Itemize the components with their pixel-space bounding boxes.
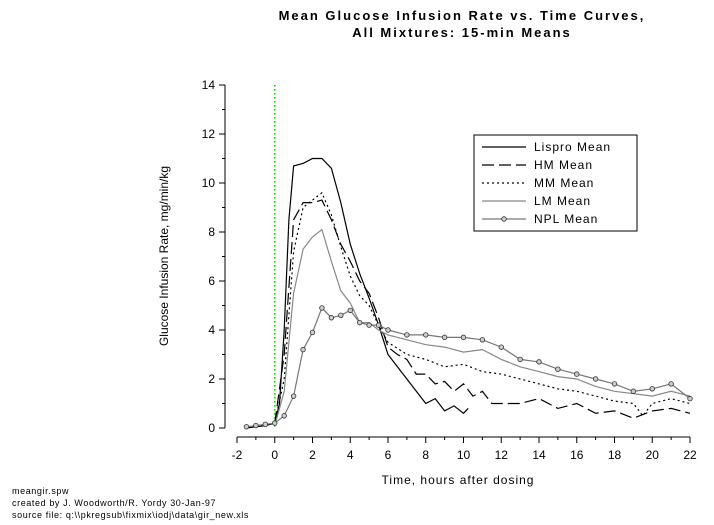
series-line (274, 228, 691, 426)
y-tick-label: 12 (202, 127, 216, 141)
y-tick-label: 10 (202, 176, 216, 190)
x-axis-label: Time, hours after dosing (382, 473, 535, 487)
series-marker (300, 346, 306, 353)
y-tick-label: 8 (208, 225, 215, 239)
y-tick-label: 14 (202, 78, 216, 92)
legend-marker (501, 216, 507, 222)
series-marker (611, 381, 618, 387)
chart-subtitle: All Mixtures: 15-min Means (352, 25, 572, 40)
series-marker (687, 395, 693, 402)
x-tick-label: 4 (347, 448, 354, 462)
legend-box (473, 134, 638, 232)
series-marker (404, 332, 410, 338)
series-marker (536, 359, 542, 365)
series-marker (366, 322, 372, 328)
legend-label: Lispro Mean (534, 140, 611, 154)
series-marker (272, 420, 278, 426)
series-line (274, 199, 691, 424)
series-marker (574, 371, 580, 377)
x-tick-label: 8 (422, 448, 429, 462)
legend-label: NPL Mean (534, 212, 598, 226)
series-line (274, 191, 691, 424)
x-tick-label: 6 (385, 448, 392, 462)
legend-label: MM Mean (534, 176, 594, 190)
series-marker (309, 329, 316, 336)
x-tick-label: 14 (532, 448, 546, 462)
series-marker (423, 332, 429, 338)
series-marker (338, 312, 344, 318)
series-marker (356, 319, 363, 326)
series-marker (555, 366, 561, 372)
x-tick-label: 12 (495, 448, 509, 462)
footnote: source file: q:\\pkregsub\fixmix\iodj\da… (12, 510, 249, 520)
y-tick-label: 4 (208, 323, 215, 337)
y-tick-label: 2 (208, 372, 215, 386)
series-marker (253, 422, 259, 429)
series-marker (460, 334, 467, 341)
x-tick-label: 16 (570, 448, 584, 462)
series-marker (479, 337, 486, 343)
series-marker (328, 315, 335, 321)
series-marker (517, 356, 523, 363)
legend-label: LM Mean (534, 194, 591, 208)
series-marker (668, 381, 674, 387)
x-tick-label: 22 (683, 448, 697, 462)
series-marker (649, 386, 655, 392)
series-marker (281, 413, 287, 419)
y-tick-label: 0 (208, 421, 215, 435)
series-marker (319, 305, 325, 311)
series-marker (385, 327, 391, 333)
x-tick-label: -2 (232, 448, 243, 462)
y-tick-label: 6 (208, 274, 215, 288)
series-marker (498, 344, 504, 350)
series-marker (262, 421, 269, 428)
chart-title: Mean Glucose Infusion Rate vs. Time Curv… (279, 8, 646, 23)
series-marker (630, 388, 637, 394)
series-marker (592, 376, 599, 382)
footnote: created by J. Woodworth/R. Yordy 30-Jan-… (12, 498, 216, 508)
x-tick-label: 10 (457, 448, 471, 462)
footnote: meangir.spw (12, 486, 69, 496)
series-marker (375, 322, 382, 328)
y-axis-label: Glucose Infusion Rate, mg/min/kg (157, 166, 171, 346)
x-tick-label: 18 (608, 448, 622, 462)
legend-label: HM Mean (534, 158, 593, 172)
series-marker (290, 393, 297, 399)
x-tick-label: 20 (646, 448, 660, 462)
series-marker (347, 307, 353, 314)
x-tick-label: 0 (271, 448, 278, 462)
x-tick-label: 2 (309, 448, 316, 462)
series-line (246, 306, 691, 428)
series-marker (441, 334, 448, 341)
series-marker (243, 424, 250, 430)
